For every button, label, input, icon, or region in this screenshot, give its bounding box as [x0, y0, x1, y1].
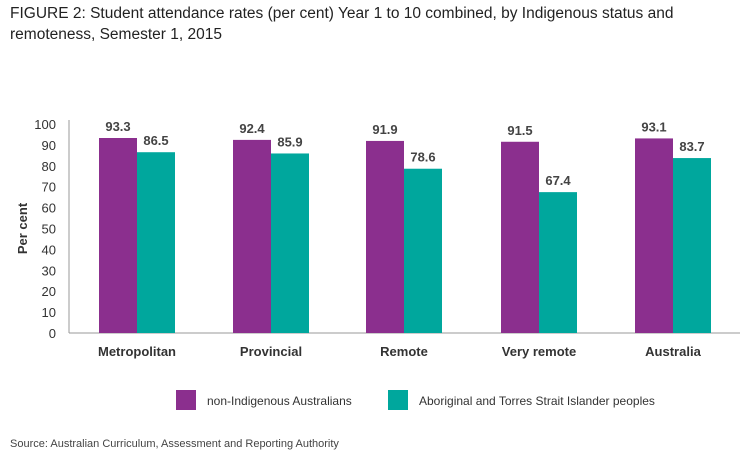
x-tick-label: Provincial: [240, 344, 302, 359]
y-tick-label: 10: [42, 305, 56, 320]
bar-value-label: 86.5: [143, 133, 168, 148]
bar-indigenous: [137, 152, 175, 333]
y-tick-label: 90: [42, 138, 56, 153]
bar-value-label: 78.6: [410, 150, 435, 165]
legend-label: Aboriginal and Torres Strait Islander pe…: [419, 394, 655, 408]
x-tick-label: Remote: [380, 344, 428, 359]
bar-non-indigenous: [99, 138, 137, 333]
bar-non-indigenous: [233, 139, 271, 333]
bar-value-label: 92.4: [239, 121, 265, 136]
legend-swatch: [388, 390, 408, 410]
y-axis: 0 10 20 30 40 50 60 70 80 90 100: [34, 117, 740, 341]
bars: 93.3 86.5 Metropolitan 92.4 85.9 Provincial 91…: [98, 119, 711, 359]
y-tick-label: 0: [49, 326, 56, 341]
x-tick-label: Very remote: [502, 344, 576, 359]
y-axis-label: Per cent: [15, 202, 30, 254]
legend-swatch: [176, 390, 196, 410]
y-tick-label: 60: [42, 201, 56, 216]
y-tick-label: 70: [42, 180, 56, 195]
y-tick-label: 40: [42, 242, 56, 257]
bar-indigenous: [539, 192, 577, 333]
y-tick-label: 100: [34, 117, 56, 132]
bar-value-label: 67.4: [545, 173, 571, 188]
y-tick-label: 50: [42, 222, 56, 237]
bar-value-label: 85.9: [277, 134, 302, 149]
chart-title: FIGURE 2: Student attendance rates (per …: [10, 5, 674, 43]
y-tick-label: 30: [42, 263, 56, 278]
legend: non-Indigenous Australians Aboriginal and…: [176, 390, 655, 410]
x-tick-label: Australia: [645, 344, 701, 359]
bar-value-label: 91.5: [507, 123, 532, 138]
bar-indigenous: [673, 158, 711, 333]
bar-indigenous: [271, 153, 309, 333]
y-tick-label: 20: [42, 284, 56, 299]
bar-non-indigenous: [501, 141, 539, 333]
bar-value-label: 83.7: [679, 139, 704, 154]
bar-non-indigenous: [366, 140, 404, 333]
bar-value-label: 93.1: [641, 119, 666, 134]
y-tick-label: 80: [42, 159, 56, 174]
bar-non-indigenous: [635, 138, 673, 333]
bar-indigenous: [404, 168, 442, 333]
source-note: Source: Australian Curriculum, Assessmen…: [10, 438, 339, 450]
bar-value-label: 91.9: [372, 122, 397, 137]
x-tick-label: Metropolitan: [98, 344, 176, 359]
bar-value-label: 93.3: [105, 119, 130, 134]
legend-label: non-Indigenous Australians: [207, 394, 352, 408]
